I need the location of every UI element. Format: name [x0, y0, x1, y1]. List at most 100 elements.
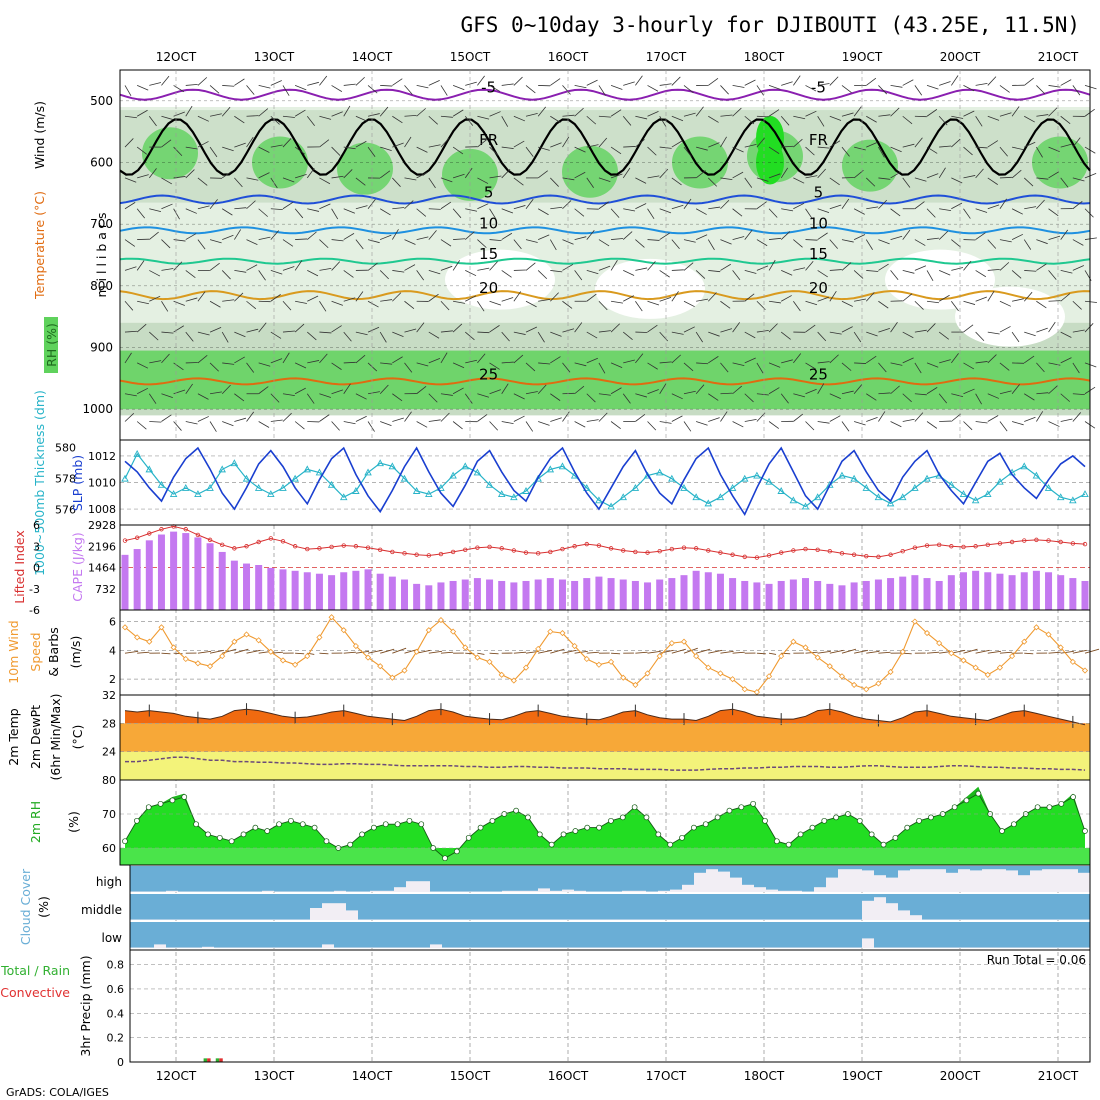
wind-axis-label-3: & Barbs: [46, 627, 61, 677]
lifted-point: [706, 548, 711, 553]
wind-barb: [562, 362, 571, 373]
wind-barb: [161, 353, 170, 364]
wind-barb: [258, 421, 270, 428]
wind-barb: [780, 115, 790, 126]
wind-barb: [355, 291, 364, 302]
wind-barb: [428, 144, 441, 148]
wind-barb: [768, 146, 780, 154]
wind-barb: [1084, 648, 1100, 654]
wind-speed-point: [194, 660, 201, 667]
wind-barb: [380, 421, 392, 426]
wind-barb: [270, 208, 283, 210]
wind-barb: [537, 170, 548, 179]
wind-barb: [1072, 177, 1085, 182]
wind-speed-point: [802, 644, 809, 651]
wind-tick-label: 2: [109, 673, 116, 686]
wind-barb: [489, 652, 499, 655]
date-grid-lines: [175, 70, 1059, 1062]
cloud-bar: [1018, 875, 1030, 892]
wind-barb: [659, 232, 670, 240]
wind-barb: [1048, 85, 1061, 88]
wind-barb: [380, 146, 392, 151]
wind-barb: [914, 239, 926, 246]
wind-barb: [768, 208, 778, 218]
thickness-point: [267, 490, 275, 498]
wind-barb: [173, 300, 185, 306]
wind-barb: [161, 177, 173, 185]
wind-barb: [477, 203, 489, 210]
lifted-point: [511, 548, 517, 553]
wind-barb: [501, 361, 514, 364]
cloud-bar: [1078, 872, 1090, 892]
top-date-label: 16OCT: [548, 50, 589, 64]
rh-point: [774, 838, 780, 845]
wind-barb: [574, 385, 585, 395]
wind-barb: [489, 146, 499, 156]
wind-barb: [914, 201, 925, 210]
wind-barb: [513, 331, 526, 335]
wind-speed-point: [231, 638, 238, 645]
cloud-bar: [970, 870, 982, 892]
lifted-point: [207, 537, 213, 543]
wind-barb: [1084, 173, 1097, 179]
lifted-point: [535, 551, 541, 556]
thickness-point: [996, 477, 1004, 485]
wind-barb: [805, 260, 814, 271]
wind-barb: [136, 323, 147, 333]
wind-barb: [1023, 77, 1034, 86]
cape-bar: [145, 540, 153, 610]
isotherm-line: [119, 377, 1091, 386]
thickness-point: [449, 471, 457, 479]
thickness-point: [923, 474, 931, 482]
cloud-bar: [718, 871, 730, 892]
wind-barb: [331, 300, 343, 306]
wind-barb: [307, 295, 319, 302]
wind-barb: [647, 111, 659, 117]
lifted-point: [402, 551, 407, 556]
rh-point: [856, 817, 863, 824]
wind-barb: [817, 421, 830, 424]
wind-speed-point: [522, 664, 530, 671]
wind-barb: [452, 109, 464, 117]
wind-barb: [537, 331, 545, 343]
wind-barb: [939, 145, 952, 148]
wind-barb: [185, 233, 197, 240]
rh-point: [643, 814, 650, 821]
precip-tick-label: 0.8: [107, 959, 125, 972]
wind-barb: [708, 206, 721, 210]
wind-speed-point: [510, 677, 517, 684]
rh-point: [963, 797, 970, 804]
wind-barb: [622, 331, 633, 340]
rh-point: [299, 821, 306, 828]
rh-point: [1082, 828, 1088, 834]
wind-barb: [282, 239, 294, 247]
cape-bar: [996, 573, 1004, 610]
wind-barb: [525, 650, 540, 654]
lifted-point: [985, 542, 990, 548]
wind-barb: [1024, 331, 1036, 337]
wind-barb: [331, 146, 341, 156]
top-date-label: 17OCT: [646, 50, 687, 64]
wind-barb: [635, 267, 648, 271]
wind-barb: [756, 652, 766, 655]
wind-barb: [732, 146, 744, 153]
thickness-point: [1032, 471, 1041, 479]
wind-barb: [416, 386, 427, 395]
rh-point: [655, 831, 662, 838]
wind-barb: [683, 390, 696, 395]
wind-barb: [586, 144, 599, 148]
precip-axis-label: 3hr Precip (mm): [78, 955, 93, 1056]
wind-barb: [136, 85, 149, 91]
wind-barb: [987, 650, 1002, 654]
cloud-layer-band: [130, 922, 1090, 948]
cape-tick-label: 732: [95, 583, 116, 596]
wind-barb: [489, 85, 501, 92]
wind-barb: [866, 115, 877, 123]
wind-barb: [1036, 300, 1047, 309]
cape-axis-label: CAPE (J/kg): [70, 532, 85, 602]
wind-barb: [331, 85, 343, 92]
wind-speed-point: [948, 650, 955, 657]
cape-bar: [498, 580, 506, 610]
wind-barb: [124, 330, 137, 333]
